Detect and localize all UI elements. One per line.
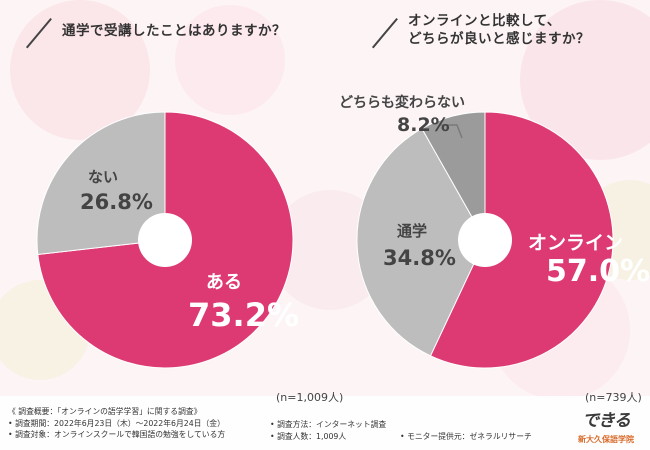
question-1-title: 通学で受講したことはありますか？ [62,23,286,39]
question-2-title: オンラインと比較して、 どちらが良いと感じますか？ [408,12,590,48]
chart1-label-nai: ない [88,168,119,186]
chart2-label-online: オンライン [528,232,624,254]
survey-method: • 調査方法：インターネット調査 [270,420,387,429]
chart2-value-tsugaku: 34.8% [383,246,456,270]
survey-provider: • モニター提供元：ゼネラルリサーチ [400,432,532,441]
chart1-n-label: (n=1,009人) [276,391,344,404]
chart2-center-hole [458,213,512,267]
brand-block: できる 新大久保語学院 [578,406,634,445]
chart2-leader-line [440,124,463,139]
survey-count: • 調査人数：1,009人 [270,431,347,441]
chart1-value-nai: 26.8% [80,190,153,214]
question-2-line-1: オンラインと比較して、 [408,13,561,29]
chart2-label-tsugaku: 通学 [397,222,428,240]
chart2-slice-online [429,111,614,369]
chart2-slice-tsugaku [356,127,486,357]
chart2-slice-dochiramo [421,111,486,242]
brand-logo: できる [582,411,631,431]
chart2-n-label: (n=739人) [585,391,642,404]
survey-target: • 調査対象：オンラインスクールで韓国語の勉強をしている方 [8,430,226,439]
survey-overview-title: 《 調査概要：「オンラインの語学学習」に関する調査》 [8,407,202,416]
survey-overview: 《 調査概要：「オンラインの語学学習」に関する調査》 • 調査期間：2022年6… [8,406,225,441]
chart2-value-online: 57.0% [546,254,650,289]
brand-name: 新大久保語学院 [578,435,634,444]
chart1-slice-nai [36,111,166,255]
chart1-value-aru: 73.2% [188,296,300,334]
survey-overview-col2: • 調査方法：インターネット調査 • 調査人数：1,009人 [270,419,386,442]
chart2-label-dochiramo: どちらも変わらない [339,95,465,111]
question-2-line-2: どちらが良いと感じますか？ [408,31,590,47]
chart2-value-dochiramo: 8.2% [397,114,450,136]
chart1-center-hole [138,213,192,267]
chart1-label-aru: ある [206,272,242,293]
survey-period: • 調査期間：2022年6月23日（木）～2022年6月24日（金） [8,418,225,428]
